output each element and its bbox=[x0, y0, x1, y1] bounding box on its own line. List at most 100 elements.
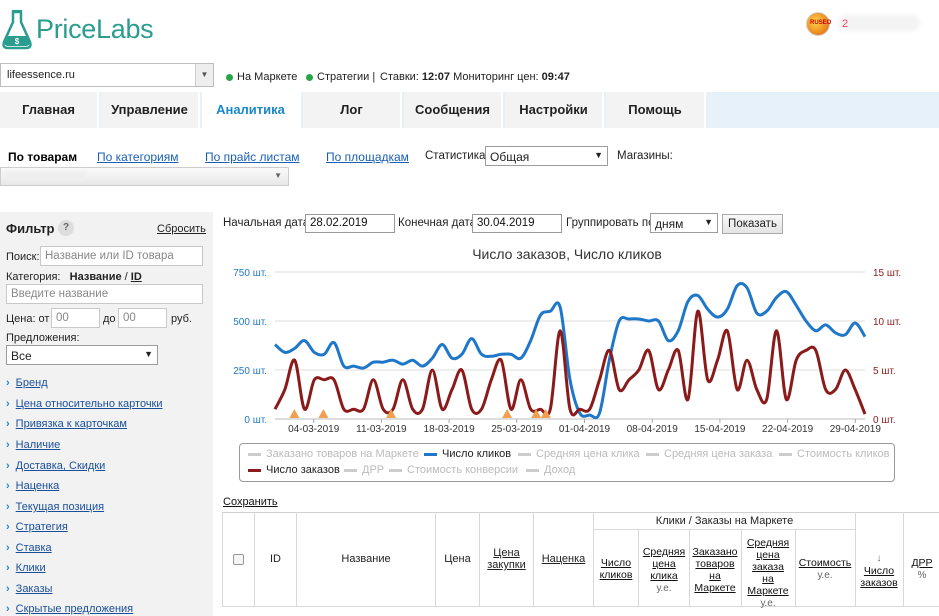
filter-reset-link[interactable]: Сбросить bbox=[157, 223, 206, 235]
logo[interactable]: $ bbox=[0, 10, 160, 52]
legend-item[interactable]: Число заказов bbox=[248, 464, 340, 476]
tab-management[interactable]: Управление bbox=[101, 92, 200, 128]
start-date-value: 28.02.2019 bbox=[310, 217, 368, 229]
legend-label: Стоимость кликов bbox=[797, 448, 890, 460]
legend-item[interactable]: ДРР bbox=[344, 464, 384, 476]
filter-group-markup[interactable]: › Наценка bbox=[6, 480, 59, 492]
filter-group-strategy[interactable]: › Стратегия bbox=[6, 521, 68, 533]
y-left-tick-label: 500 шт. bbox=[233, 317, 267, 328]
x-tick-label: 25-03-2019 bbox=[491, 424, 543, 435]
price-to-value: 00 bbox=[123, 312, 136, 324]
x-tick-label: 08-04-2019 bbox=[627, 424, 679, 435]
stat-select[interactable]: Общая ▼ bbox=[485, 146, 608, 166]
category-by-name[interactable]: Название bbox=[69, 271, 122, 283]
category-input[interactable]: Введите название bbox=[6, 284, 203, 304]
filter-group-card-binding[interactable]: › Привязка к карточкам bbox=[6, 418, 127, 430]
tab-home[interactable]: Главная bbox=[0, 92, 99, 128]
start-date-input[interactable]: 28.02.2019 bbox=[305, 214, 395, 233]
legend-item[interactable]: Средняя цена заказа bbox=[646, 448, 772, 460]
filter-panel bbox=[0, 212, 213, 616]
logo-text: PriceLabs bbox=[36, 14, 154, 44]
legend-item[interactable]: Доход bbox=[526, 464, 575, 476]
col-buy-price[interactable]: Цена закупки bbox=[479, 512, 533, 606]
col-clicks-cost[interactable]: Стоимость у.е. bbox=[796, 557, 854, 582]
site-select[interactable]: lifeessence.ru ▼ bbox=[0, 63, 214, 87]
stat-label: Статистика: bbox=[425, 150, 489, 162]
tab-log[interactable]: Лог bbox=[303, 92, 402, 128]
col-ordered-line3: на bbox=[709, 570, 721, 582]
filter-group-orders[interactable]: › Заказы bbox=[6, 583, 52, 595]
col-avg-order-price[interactable]: Средняя цена заказа на Маркете у.е. bbox=[742, 537, 794, 610]
legend-item[interactable]: Средняя цена клика bbox=[518, 448, 640, 460]
legend-swatch bbox=[389, 468, 402, 472]
select-all-checkbox[interactable] bbox=[233, 553, 244, 565]
subnav-by-products[interactable]: По товарам bbox=[8, 150, 78, 164]
filter-group-position[interactable]: › Текущая позиция bbox=[6, 501, 104, 513]
tab-messages[interactable]: Сообщения bbox=[404, 92, 503, 128]
filter-group-brand[interactable]: › Бренд bbox=[6, 377, 48, 389]
col-avg-order-unit: у.е. bbox=[760, 598, 776, 609]
col-id[interactable]: ID bbox=[254, 512, 296, 606]
y-left-tick-label: 250 шт. bbox=[233, 366, 267, 377]
save-link[interactable]: Сохранить bbox=[223, 496, 278, 508]
col-avg-click-price[interactable]: Средняя цена клика у.е. bbox=[640, 546, 688, 595]
filter-group-label: Цена относительно карточки bbox=[15, 398, 163, 410]
chart-title: Число заказов, Число кликов bbox=[472, 246, 662, 262]
filter-group-availability[interactable]: › Наличие bbox=[6, 439, 60, 451]
filter-group-bid[interactable]: › Ставка bbox=[6, 542, 52, 554]
filter-group-delivery[interactable]: › Доставка, Скидки bbox=[6, 460, 105, 472]
legend-item[interactable]: Стоимость конверсии bbox=[389, 464, 518, 476]
col-clicks[interactable]: Число кликов bbox=[594, 557, 638, 581]
col-price[interactable]: Цена bbox=[435, 512, 479, 606]
avatar[interactable]: RUSEO bbox=[806, 12, 832, 36]
legend-item[interactable]: Заказано товаров на Маркете bbox=[248, 448, 419, 460]
filter-group-hidden[interactable]: › Скрытые предложения bbox=[6, 603, 133, 615]
offers-select[interactable]: Все ▼ bbox=[6, 345, 158, 365]
group-by-select[interactable]: дням ▼ bbox=[650, 213, 718, 233]
subnav-by-categories[interactable]: По категориям bbox=[97, 150, 179, 164]
search-input[interactable]: Название или ID товара bbox=[40, 246, 203, 266]
y-right-tick-label: 15 шт. bbox=[873, 268, 901, 279]
y-left-tick-label: 750 шт. bbox=[233, 268, 267, 279]
price-to-input[interactable]: 00 bbox=[118, 308, 167, 328]
col-avg-order-line4: на bbox=[762, 573, 774, 585]
col-drr[interactable]: ДРР% bbox=[905, 557, 939, 582]
avatar-text: RUSEO bbox=[810, 20, 832, 26]
user-name[interactable] bbox=[838, 15, 920, 31]
filter-group-label: Бренд bbox=[15, 377, 48, 389]
legend-item[interactable]: Стоимость кликов bbox=[779, 448, 890, 460]
chart-legend: Заказано товаров на Маркете Число кликов… bbox=[239, 443, 895, 482]
col-separator bbox=[593, 530, 594, 606]
category-placeholder: Введите название bbox=[11, 288, 109, 300]
subnav-by-platforms[interactable]: По площадкам bbox=[326, 150, 409, 164]
tab-analytics[interactable]: Аналитика bbox=[202, 92, 301, 128]
products-table bbox=[222, 512, 939, 616]
subnav-by-price-lists[interactable]: По прайс листам bbox=[205, 150, 300, 164]
price-from-input[interactable]: 00 bbox=[51, 308, 100, 328]
y-right-tick-label: 10 шт. bbox=[873, 317, 901, 328]
x-tick-label: 15-04-2019 bbox=[694, 424, 746, 435]
col-markup[interactable]: Наценка bbox=[533, 512, 593, 606]
show-button[interactable]: Показать bbox=[722, 214, 783, 234]
legend-label: Стоимость конверсии bbox=[407, 464, 518, 476]
col-orders[interactable]: ↓ Число заказов bbox=[857, 552, 901, 589]
end-date-label: Конечная дата: bbox=[398, 217, 480, 229]
col-name[interactable]: Название bbox=[296, 512, 435, 606]
tab-settings[interactable]: Настройки bbox=[505, 92, 604, 128]
chevron-right-icon: › bbox=[6, 583, 10, 595]
filter-group-clicks[interactable]: › Клики bbox=[6, 562, 46, 574]
category-by-id[interactable]: ID bbox=[130, 271, 142, 283]
legend-swatch bbox=[526, 468, 539, 472]
end-date-input[interactable]: 30.04.2019 bbox=[472, 214, 562, 233]
tab-help[interactable]: Помощь bbox=[606, 92, 706, 128]
shops-select-value bbox=[6, 171, 86, 181]
site-select-value: lifeessence.ru bbox=[7, 69, 75, 81]
stat-select-value: Общая bbox=[490, 150, 530, 164]
price-from-label: Цена: от bbox=[6, 313, 50, 325]
col-separator bbox=[795, 530, 796, 606]
col-ordered-market[interactable]: Заказано товаров на Маркете bbox=[690, 546, 740, 594]
filter-group-relative-price[interactable]: › Цена относительно карточки bbox=[6, 398, 163, 410]
chevron-right-icon: › bbox=[6, 418, 10, 430]
legend-item[interactable]: Число кликов bbox=[424, 448, 511, 460]
help-icon[interactable]: ? bbox=[58, 220, 74, 236]
